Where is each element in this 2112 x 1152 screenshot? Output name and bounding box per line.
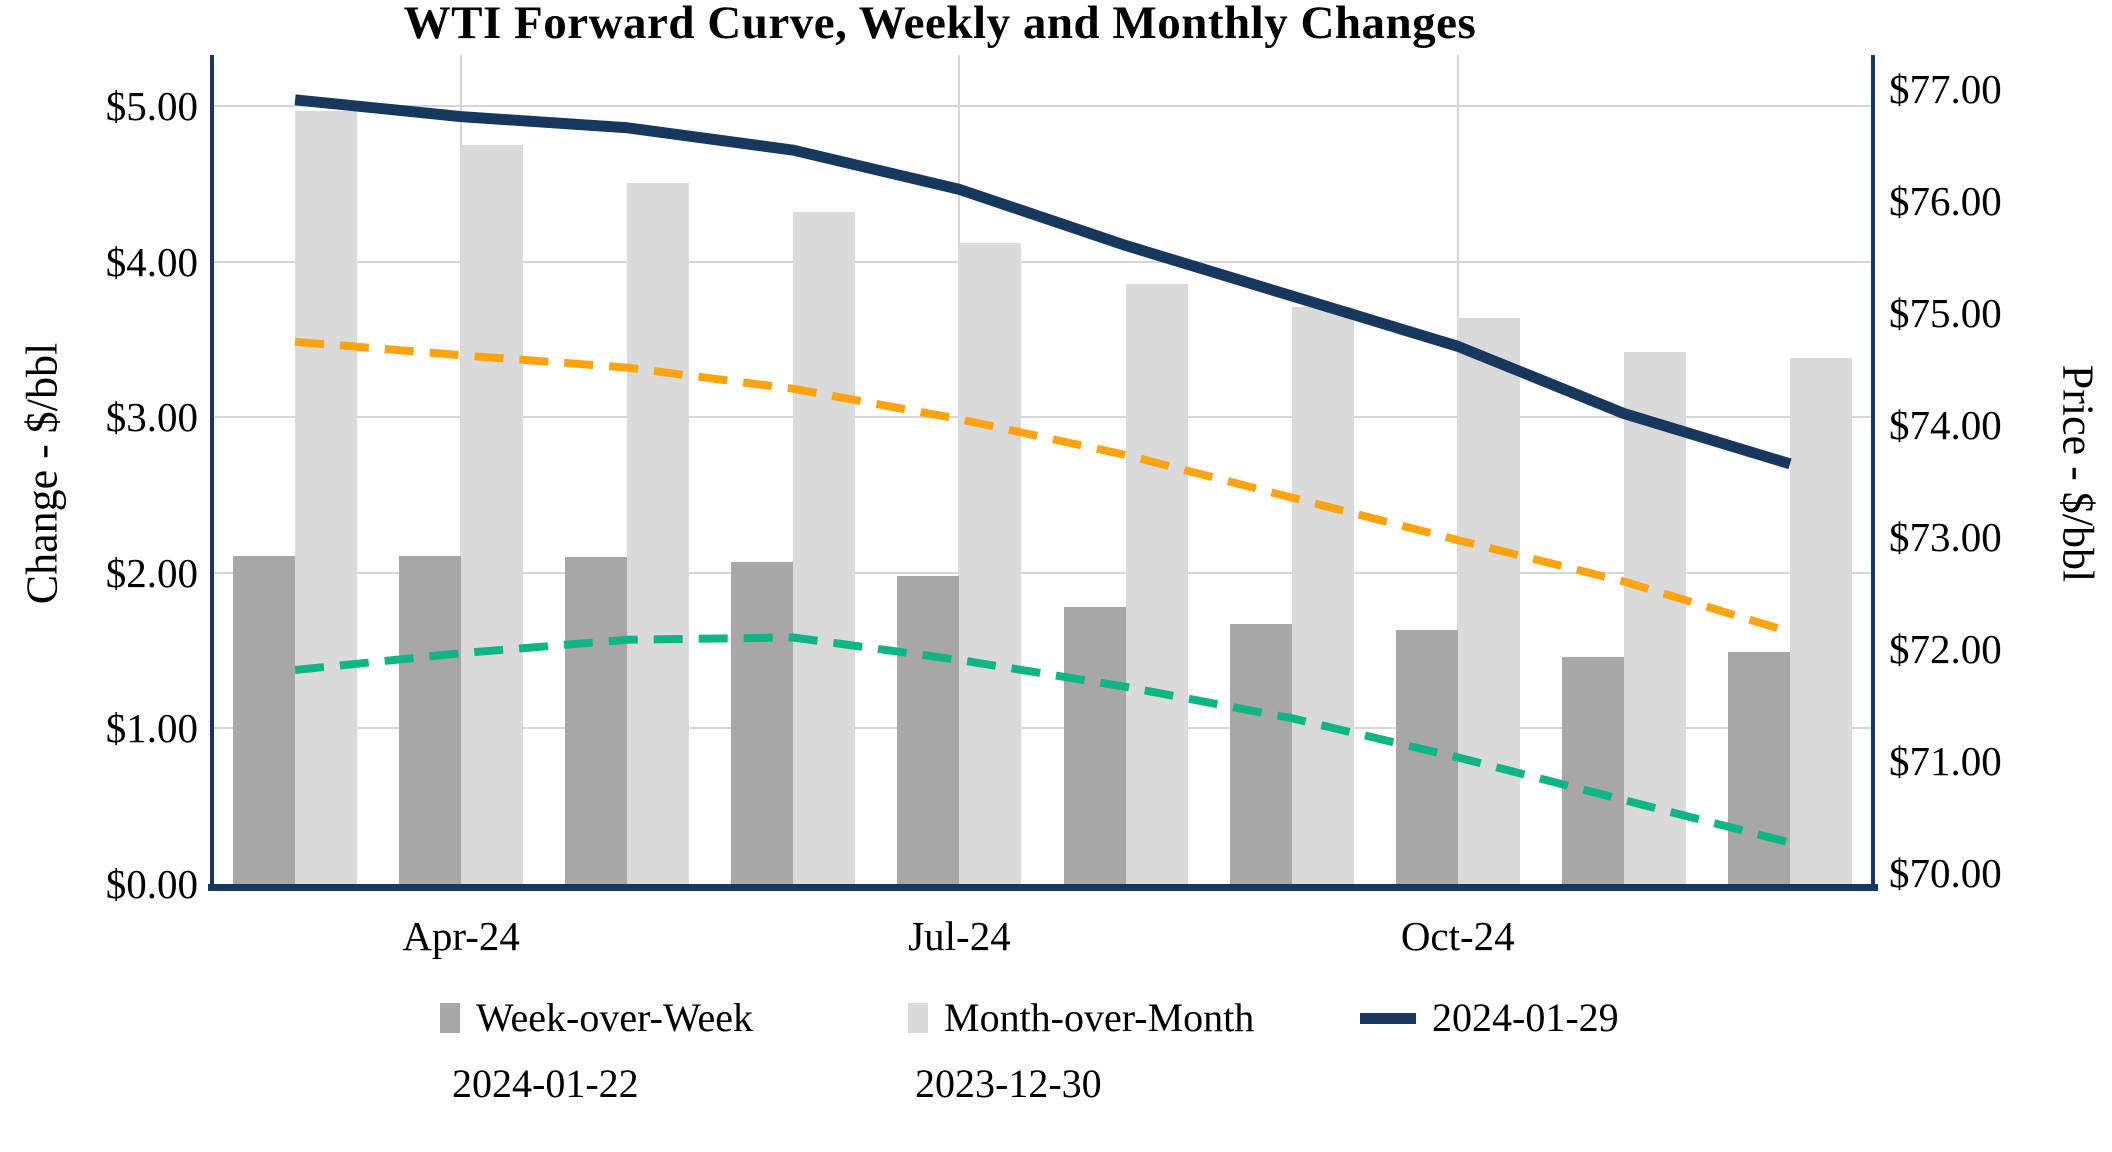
bar-week-over-week <box>1063 607 1126 884</box>
bar-week-over-week <box>565 557 628 884</box>
left-axis-spine <box>210 55 214 888</box>
chart-title: WTI Forward Curve, Weekly and Monthly Ch… <box>403 0 1477 49</box>
x-tick-label: Jul-24 <box>908 913 1011 959</box>
legend-label: 2024-01-22 <box>452 1061 639 1106</box>
bar-month-over-month <box>295 110 358 884</box>
bar-week-over-week <box>731 562 794 884</box>
h-gridline <box>212 105 1873 108</box>
legend-item-2024-01-22: 2024-01-22 <box>425 1061 639 1107</box>
legend-label: 2023-12-30 <box>915 1061 1102 1106</box>
legend-marker-bar <box>440 1003 460 1033</box>
bar-month-over-month <box>793 212 856 884</box>
h-gridline <box>212 416 1873 419</box>
bar-week-over-week <box>1561 656 1624 884</box>
left-tick-label: $0.00 <box>105 861 198 907</box>
bar-week-over-week <box>1229 624 1292 884</box>
legend-label: Week-over-Week <box>476 995 754 1040</box>
legend-marker-line <box>1360 1012 1416 1024</box>
legend-item-week-over-week: Week-over-Week <box>440 995 753 1041</box>
x-tick-label: Oct-24 <box>1400 913 1515 959</box>
bar-month-over-month <box>1125 283 1188 884</box>
right-tick-label: $70.00 <box>1889 849 2002 896</box>
right-tick-label: $72.00 <box>1889 625 2002 672</box>
legend-item-2023-12-30: 2023-12-30 <box>888 1061 1102 1107</box>
right-tick-label: $77.00 <box>1889 65 2002 112</box>
line-2023-12-30 <box>294 633 1791 847</box>
line-2024-01-29 <box>294 94 1792 470</box>
legend-item-2024-01-29: 2024-01-29 <box>1360 995 1619 1041</box>
line-2024-01-22 <box>294 337 1792 636</box>
x-tick-label: Apr-24 <box>402 913 520 959</box>
bar-week-over-week <box>897 576 960 884</box>
right-tick-label: $71.00 <box>1889 737 2002 784</box>
bar-month-over-month <box>959 243 1022 884</box>
bar-month-over-month <box>1623 352 1686 884</box>
legend-marker-bar <box>908 1003 928 1033</box>
bar-month-over-month <box>1457 317 1520 884</box>
left-tick-label: $5.00 <box>105 83 198 130</box>
bar-week-over-week <box>233 555 296 884</box>
bar-month-over-month <box>461 145 524 884</box>
bar-month-over-month <box>1789 358 1852 884</box>
bar-month-over-month <box>1291 306 1354 884</box>
left-tick-label: $1.00 <box>105 705 198 752</box>
h-gridline <box>212 727 1873 730</box>
left-tick-label: $3.00 <box>105 394 198 441</box>
right-tick-label: $76.00 <box>1889 177 2002 224</box>
bar-month-over-month <box>627 182 690 884</box>
right-tick-label: $75.00 <box>1889 289 2002 336</box>
x-axis-spine <box>208 884 1878 891</box>
bar-week-over-week <box>1395 630 1458 884</box>
legend-label: Month-over-Month <box>944 995 1255 1040</box>
right-axis-spine <box>1871 55 1875 888</box>
bar-week-over-week <box>399 555 462 884</box>
h-gridline <box>212 260 1873 263</box>
left-tick-label: $2.00 <box>105 549 198 596</box>
legend-item-month-over-month: Month-over-Month <box>908 995 1254 1041</box>
right-tick-label: $73.00 <box>1889 513 2002 560</box>
left-tick-label: $4.00 <box>105 238 198 285</box>
right-tick-label: $74.00 <box>1889 401 2002 448</box>
bar-week-over-week <box>1727 652 1790 884</box>
h-gridline <box>212 571 1873 574</box>
legend-label: 2024-01-29 <box>1432 995 1619 1040</box>
